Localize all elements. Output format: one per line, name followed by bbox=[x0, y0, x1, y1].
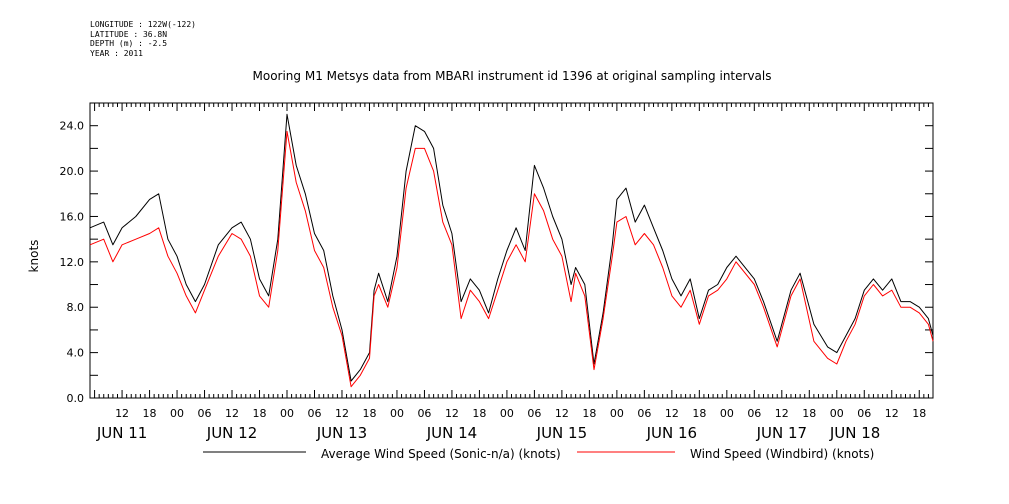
series-layer bbox=[89, 113, 934, 388]
latitude-label: LATITUDE : 36.8N bbox=[90, 29, 168, 39]
x-hour-label: 06 bbox=[417, 407, 431, 420]
x-hour-label: 12 bbox=[445, 407, 459, 420]
x-hour-label: 18 bbox=[582, 407, 596, 420]
y-tick-label: 0.0 bbox=[67, 392, 85, 405]
x-hour-label: 18 bbox=[253, 407, 267, 420]
x-hour-label: 00 bbox=[170, 407, 184, 420]
y-tick-label: 24.0 bbox=[60, 120, 85, 133]
x-hour-label: 12 bbox=[115, 407, 129, 420]
x-day-label: JUN 17 bbox=[756, 424, 807, 442]
x-hour-label: 12 bbox=[775, 407, 789, 420]
depth-label: DEPTH (m) : -2.5 bbox=[90, 39, 168, 48]
x-hour-label: 00 bbox=[390, 407, 404, 420]
x-hour-label: 12 bbox=[885, 407, 899, 420]
x-hour-label: 18 bbox=[472, 407, 486, 420]
x-hour-label: 12 bbox=[555, 407, 569, 420]
x-day-label: JUN 16 bbox=[646, 424, 697, 442]
longitude-label: LONGITUDE : 122W(-122) bbox=[90, 20, 196, 29]
x-hour-label: 00 bbox=[720, 407, 734, 420]
y-axis-label: knots bbox=[27, 240, 41, 273]
x-hour-label: 00 bbox=[610, 407, 624, 420]
y-axis-ticks: 0.0 4.0 8.0 12.0 16.0 20.0 24.0 bbox=[60, 102, 933, 405]
x-hour-label: 18 bbox=[143, 407, 157, 420]
year-label: YEAR : 2011 bbox=[90, 48, 143, 58]
y-tick-label: 4.0 bbox=[67, 347, 85, 360]
x-hour-label: 00 bbox=[280, 407, 294, 420]
x-day-label: JUN 12 bbox=[206, 424, 257, 442]
x-hour-label: 12 bbox=[225, 407, 239, 420]
x-hour-label: 18 bbox=[692, 407, 706, 420]
x-hour-label: 00 bbox=[830, 407, 844, 420]
legend-label-2: Wind Speed (Windbird) (knots) bbox=[690, 447, 874, 461]
metadata-block: LONGITUDE : 122W(-122) LATITUDE : 36.8N … bbox=[90, 20, 196, 58]
y-tick-label: 20.0 bbox=[60, 165, 85, 178]
x-day-label: JUN 13 bbox=[316, 424, 367, 442]
x-axis-ticks: 12 18 00 06 12 18 00 06 12 18 00 06 12 18 00 06 12 18 00 06… bbox=[89, 103, 934, 442]
x-hour-label: 06 bbox=[747, 407, 761, 420]
chart-title: Mooring M1 Metsys data from MBARI instru… bbox=[253, 69, 772, 83]
x-day-label: JUN 14 bbox=[426, 424, 477, 442]
x-day-label: JUN 15 bbox=[536, 424, 587, 442]
x-hour-label: 06 bbox=[198, 407, 212, 420]
x-hour-label: 06 bbox=[857, 407, 871, 420]
x-hour-label: 12 bbox=[335, 407, 349, 420]
x-hour-label: 18 bbox=[802, 407, 816, 420]
y-tick-label: 16.0 bbox=[60, 210, 85, 223]
series-line-1 bbox=[89, 113, 934, 382]
x-hour-label: 18 bbox=[912, 407, 926, 420]
series-line-2 bbox=[89, 130, 934, 388]
x-hour-label: 12 bbox=[665, 407, 679, 420]
y-tick-label: 12.0 bbox=[60, 256, 85, 269]
y-tick-label: 8.0 bbox=[67, 301, 85, 314]
x-hour-label: 06 bbox=[307, 407, 321, 420]
x-hour-label: 00 bbox=[500, 407, 514, 420]
x-hour-label: 18 bbox=[362, 407, 376, 420]
x-hour-label: 06 bbox=[637, 407, 651, 420]
legend: Average Wind Speed (Sonic-n/a) (knots) Wi… bbox=[203, 447, 874, 461]
legend-label-1: Average Wind Speed (Sonic-n/a) (knots) bbox=[321, 447, 561, 461]
x-hour-label: 06 bbox=[527, 407, 541, 420]
x-day-label: JUN 11 bbox=[96, 424, 147, 442]
x-day-label: JUN 18 bbox=[829, 424, 880, 442]
